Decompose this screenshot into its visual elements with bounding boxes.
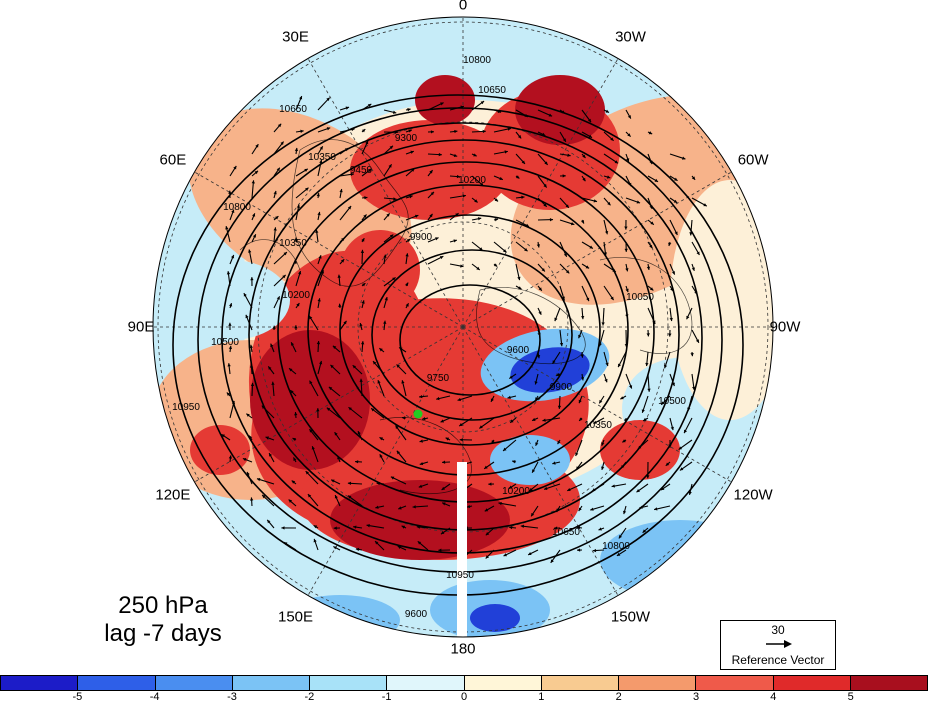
colorbar-segment	[1, 676, 78, 690]
location-marker	[414, 410, 423, 419]
svg-text:9300: 9300	[395, 133, 418, 144]
colorbar-tick-label: -5	[72, 691, 82, 703]
plot-title: 250 hPa lag -7 days	[78, 592, 248, 648]
longitude-label: 150W	[611, 609, 650, 626]
colorbar-segment	[774, 676, 851, 690]
contour-label: 10950	[446, 570, 474, 581]
contour-label: 10350	[279, 238, 307, 249]
title-level: 250 hPa	[78, 592, 248, 620]
contour-label: 9450	[350, 165, 373, 176]
svg-text:10950: 10950	[172, 402, 200, 413]
longitude-label: 90E	[128, 319, 155, 336]
contour-label: 10350	[308, 152, 336, 163]
colorbar-segment	[696, 676, 773, 690]
colorbar	[0, 675, 928, 691]
longitude-label: 30E	[282, 28, 309, 45]
svg-text:10950: 10950	[446, 570, 474, 581]
colorbar-segment	[619, 676, 696, 690]
colorbar-segment	[310, 676, 387, 690]
longitude-label: 90W	[770, 319, 801, 336]
contour-label: 10800	[463, 55, 491, 66]
longitude-label: 30W	[615, 28, 646, 45]
colorbar-segment	[387, 676, 464, 690]
contour-label: 9750	[427, 373, 450, 384]
contour-label: 10650	[552, 527, 580, 538]
svg-text:9900: 9900	[410, 232, 433, 243]
colorbar-tick-label: 2	[616, 691, 622, 703]
contour-label: 10500	[658, 396, 686, 407]
svg-text:9600: 9600	[507, 345, 530, 356]
svg-text:10500: 10500	[658, 396, 686, 407]
contour-label: 10350	[584, 420, 612, 431]
svg-text:10650: 10650	[279, 104, 307, 115]
longitude-label: 60E	[160, 151, 187, 168]
contour-label: 10200	[458, 175, 486, 186]
colorbar-segment	[233, 676, 310, 690]
colorbar-tick-label: 3	[693, 691, 699, 703]
contour-label: 10200	[502, 486, 530, 497]
svg-text:10200: 10200	[502, 486, 530, 497]
svg-text:9900: 9900	[550, 382, 573, 393]
longitude-label: 60W	[738, 151, 769, 168]
longitude-label: 180	[450, 641, 475, 658]
reference-vector-label: Reference Vector	[721, 653, 835, 667]
colorbar-tick-label: 0	[461, 691, 467, 703]
colorbar-tick-label: -1	[382, 691, 392, 703]
longitude-label: 120E	[155, 486, 190, 503]
longitude-label: 0	[459, 0, 467, 14]
colorbar-tick-label: 1	[538, 691, 544, 703]
contour-label: 10800	[223, 202, 251, 213]
colorbar-tick-label: -2	[304, 691, 314, 703]
svg-text:10050: 10050	[626, 292, 654, 303]
contour-label: 9600	[405, 609, 428, 620]
svg-text:10200: 10200	[458, 175, 486, 186]
contour-label: 9300	[395, 133, 418, 144]
colorbar-segment	[542, 676, 619, 690]
svg-text:10650: 10650	[478, 85, 506, 96]
colorbar-tick-label: -4	[150, 691, 160, 703]
svg-text:10350: 10350	[308, 152, 336, 163]
contour-label: 10050	[626, 292, 654, 303]
colorbar-segment	[465, 676, 542, 690]
svg-text:10500: 10500	[211, 337, 239, 348]
reference-vector-box: 30 Reference Vector	[720, 620, 836, 670]
contour-label: 10650	[279, 104, 307, 115]
colorbar-segment	[851, 676, 927, 690]
colorbar-segment	[78, 676, 155, 690]
longitude-label: 120W	[734, 486, 773, 503]
contour-label: 10950	[172, 402, 200, 413]
reference-arrow-icon	[765, 639, 793, 649]
svg-text:9450: 9450	[350, 165, 373, 176]
contour-label: 9600	[507, 345, 530, 356]
svg-text:10650: 10650	[552, 527, 580, 538]
svg-text:10350: 10350	[584, 420, 612, 431]
title-lag: lag -7 days	[78, 620, 248, 648]
contour-label: 10500	[211, 337, 239, 348]
contour-label: 10650	[478, 85, 506, 96]
contour-label: 10800	[602, 541, 630, 552]
svg-text:10800: 10800	[602, 541, 630, 552]
contour-label: 9900	[550, 382, 573, 393]
colorbar-tick-label: -3	[227, 691, 237, 703]
svg-text:10200: 10200	[282, 290, 310, 301]
svg-text:10800: 10800	[223, 202, 251, 213]
svg-text:9750: 9750	[427, 373, 450, 384]
contour-label: 9900	[410, 232, 433, 243]
svg-text:10350: 10350	[279, 238, 307, 249]
colorbar-segment	[156, 676, 233, 690]
longitude-label: 150E	[278, 609, 313, 626]
colorbar-tick-label: 5	[848, 691, 854, 703]
colorbar-tick-label: 4	[770, 691, 776, 703]
svg-text:9600: 9600	[405, 609, 428, 620]
reference-vector-value: 30	[721, 623, 835, 637]
svg-text:10800: 10800	[463, 55, 491, 66]
contour-label: 10200	[282, 290, 310, 301]
